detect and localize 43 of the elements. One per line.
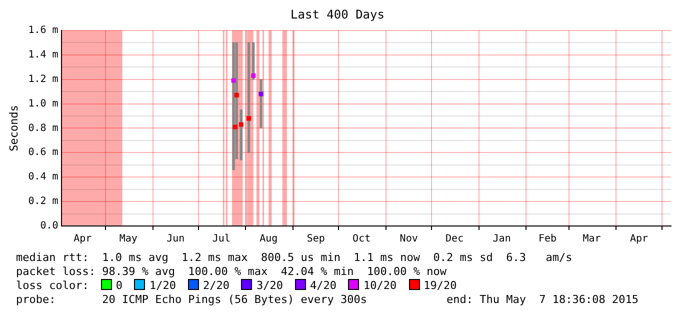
x-tick-label: Sep <box>306 234 325 245</box>
x-tick-label: Oct <box>352 234 371 245</box>
y-tick-label: 1.6 m <box>28 24 58 36</box>
y-tick-label: 1.2 m <box>28 74 58 85</box>
y-tick-label: 0.4 m <box>28 172 58 183</box>
x-tick-label: Jul <box>212 234 230 245</box>
x-tick-label: Aug <box>260 234 278 245</box>
point <box>231 78 236 83</box>
y-tick-label: 1.4 m <box>28 49 58 60</box>
legend-label: 1/20 <box>149 279 176 292</box>
chart-title: Last 400 Days <box>290 7 384 22</box>
point <box>232 124 238 130</box>
y-tick-label: 1.0 m <box>28 98 58 110</box>
legend-label: 4/20 <box>310 279 336 292</box>
x-tick-label: Jan <box>492 234 511 245</box>
legend-title: loss color: <box>16 279 89 292</box>
y-tick-label: 0.0 <box>40 220 58 232</box>
x-tick-label: Dec <box>446 234 464 245</box>
x-tick-label: Mar <box>582 234 601 245</box>
legend-label: 3/20 <box>256 279 283 292</box>
legend-label: 10/20 <box>363 279 397 292</box>
y-tick-label: 0.2 m <box>28 196 58 208</box>
legend-label: 0 <box>116 279 122 292</box>
bar <box>232 42 235 170</box>
text: packet loss: 98.39 % avg 100.00 % max 42.04 % min 100.00 % now <box>16 265 446 279</box>
point <box>238 122 244 127</box>
y-tick-label: 0.6 m <box>28 147 58 158</box>
text: probe: 20 ICMP Echo Pings (56 Bytes) every 300s end: Thu May 7 18:36:08 2015 <box>16 293 639 307</box>
y-axis-title: Seconds <box>7 105 20 152</box>
point <box>246 116 252 121</box>
y-tick-label: 0.8 m <box>28 122 58 134</box>
x-tick-label: May <box>119 234 138 245</box>
x-tick-label: Apr <box>630 234 648 245</box>
legend-label: 19/20 <box>424 279 457 292</box>
legend-label: 2/20 <box>202 279 230 292</box>
x-tick-label: Nov <box>400 234 418 245</box>
x-tick-label: Feb <box>538 234 557 245</box>
point <box>234 92 239 98</box>
x-tick-label: Jun <box>166 234 185 245</box>
x-tick-label: Apr <box>74 234 92 245</box>
text: median rtt: 1.0 ms avg 1.2 ms max 800.5 us min 1.1 ms now 0.2 ms sd 6.3 am/s <box>16 251 572 265</box>
point <box>258 92 264 96</box>
point <box>251 73 256 78</box>
